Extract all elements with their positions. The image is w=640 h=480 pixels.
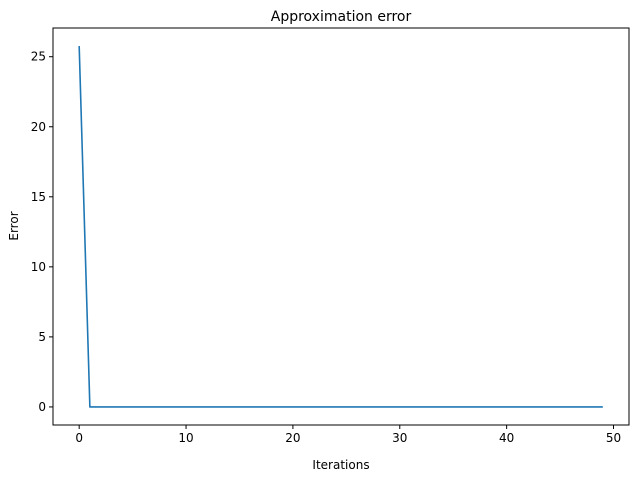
y-tick-label: 0 bbox=[38, 400, 46, 414]
x-tick-label: 30 bbox=[392, 431, 407, 445]
plot-frame bbox=[52, 27, 630, 426]
y-tick-label: 5 bbox=[38, 330, 46, 344]
y-axis-label: Error bbox=[7, 211, 21, 240]
y-axis-ticks: 0 5 10 15 20 25 bbox=[31, 50, 53, 414]
x-tick-label: 20 bbox=[285, 431, 300, 445]
x-tick-label: 50 bbox=[606, 431, 621, 445]
y-tick-label: 10 bbox=[31, 260, 46, 274]
data-layer bbox=[78, 46, 603, 408]
y-tick-label: 25 bbox=[31, 50, 46, 64]
x-tick-label: 40 bbox=[499, 431, 514, 445]
x-axis-label: Iterations bbox=[312, 458, 369, 472]
y-tick-label: 15 bbox=[31, 190, 46, 204]
x-axis-ticks: 0 10 20 30 40 50 bbox=[75, 425, 621, 445]
x-tick-label: 0 bbox=[75, 431, 83, 445]
series-line bbox=[78, 46, 603, 408]
chart-title: Approximation error bbox=[271, 9, 412, 25]
x-tick-label: 10 bbox=[178, 431, 193, 445]
y-tick-label: 20 bbox=[31, 120, 46, 134]
